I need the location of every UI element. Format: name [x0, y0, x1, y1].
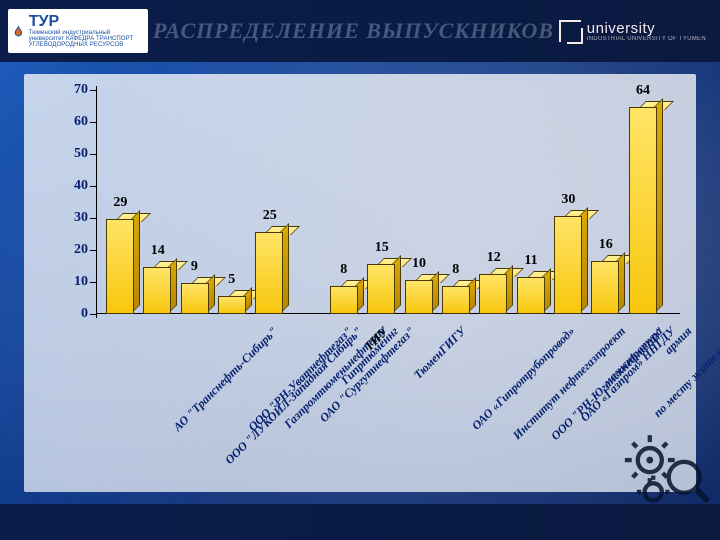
flame-drop-icon [14, 16, 23, 46]
y-tick-label: 10 [74, 274, 88, 290]
y-tick-label: 70 [74, 82, 88, 98]
bar: 8 [442, 288, 468, 314]
slide: { "header": { "logo_text": "ТУР", "logo_… [0, 0, 720, 540]
bar: 64 [629, 109, 655, 314]
bar-value-label: 12 [487, 250, 501, 266]
bar-value-label: 5 [228, 272, 235, 288]
chart-panel: 010203040506070 291495258151081211301664… [24, 74, 696, 492]
university-sub: INDUSTRIAL UNIVERSITY OF TYUMEN [587, 36, 706, 42]
footer-bar [0, 504, 720, 540]
y-tick-label: 20 [74, 242, 88, 258]
bar: 29 [106, 221, 132, 314]
bar: 11 [517, 279, 543, 314]
logo-badge: ТУР Тюменский индустриальный университет… [8, 9, 148, 53]
bar-value-label: 8 [452, 262, 459, 278]
y-tick-label: 0 [81, 306, 88, 322]
bar: 25 [255, 234, 281, 314]
bar: 14 [143, 269, 169, 314]
bar-value-label: 29 [113, 195, 127, 211]
bar-value-label: 9 [191, 259, 198, 275]
y-tick-label: 50 [74, 146, 88, 162]
bar-value-label: 64 [636, 83, 650, 99]
bar-chart: 010203040506070 291495258151081211301664 [96, 90, 676, 314]
bar-value-label: 11 [524, 253, 537, 269]
header-bar: ТУР Тюменский индустриальный университет… [0, 0, 720, 62]
logo-text: ТУР [29, 14, 142, 30]
slide-title: РАСПРЕДЕЛЕНИЕ ВЫПУСКНИКОВ [148, 18, 559, 44]
bar-value-label: 10 [412, 256, 426, 272]
university-logo: university INDUSTRIAL UNIVERSITY OF TYUM… [559, 20, 706, 42]
university-mark-icon [559, 20, 581, 42]
bar-value-label: 25 [263, 208, 277, 224]
logo-subtext: Тюменский индустриальный университет КАФ… [29, 30, 142, 48]
bar-value-label: 16 [599, 237, 613, 253]
y-tick-label: 40 [74, 178, 88, 194]
y-tick-label: 30 [74, 210, 88, 226]
x-category-label: ТюменГИГУ [411, 324, 469, 382]
bar-value-label: 14 [151, 243, 165, 259]
bar: 12 [479, 276, 505, 314]
bar: 9 [181, 285, 207, 314]
bar: 5 [218, 298, 244, 314]
bar-value-label: 15 [375, 240, 389, 256]
bar: 30 [554, 218, 580, 314]
y-tick-label: 60 [74, 114, 88, 130]
bar-value-label: 30 [561, 192, 575, 208]
university-text: university [587, 21, 706, 36]
bar: 15 [367, 266, 393, 314]
bar: 10 [405, 282, 431, 314]
bar: 16 [591, 263, 617, 314]
bar-value-label: 8 [340, 262, 347, 278]
bar: 8 [330, 288, 356, 314]
y-tick [90, 314, 96, 315]
